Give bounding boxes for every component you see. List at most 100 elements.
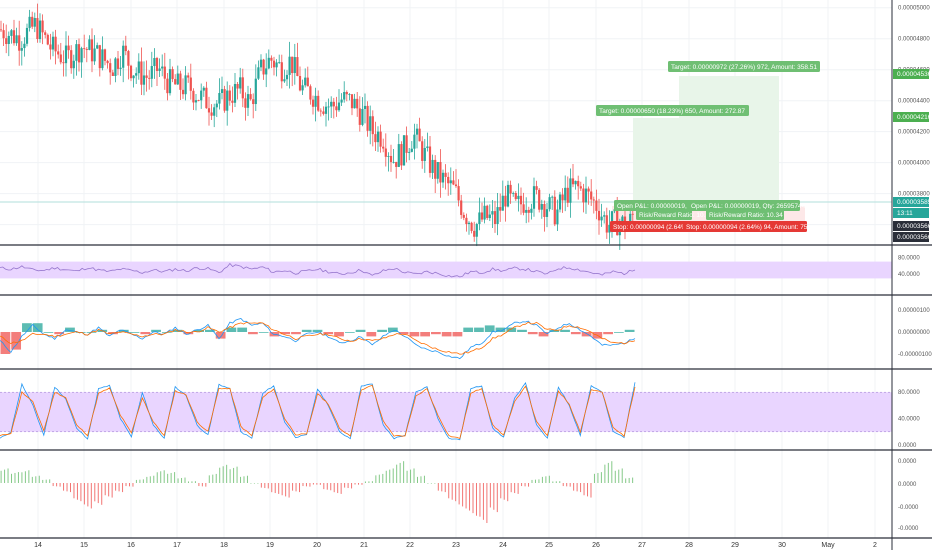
- candle-body: [31, 16, 34, 27]
- candle-body: [174, 79, 177, 85]
- candle-body: [392, 161, 395, 163]
- candle-body: [608, 224, 611, 233]
- momentum-bar: [344, 483, 346, 488]
- candle-body: [62, 62, 65, 64]
- time-tick-label: 26: [592, 542, 600, 549]
- momentum-bar: [354, 483, 356, 485]
- candle-body: [603, 215, 606, 217]
- macd-histogram-bar: [463, 327, 474, 332]
- candle-body: [356, 98, 359, 109]
- candle-body: [449, 180, 452, 184]
- momentum-bar: [21, 472, 23, 483]
- momentum-bar: [534, 479, 536, 483]
- candle-body: [337, 102, 341, 111]
- momentum-bar: [63, 483, 65, 491]
- candle-body: [38, 20, 42, 40]
- momentum-bar: [163, 470, 165, 483]
- candle-body: [283, 79, 286, 82]
- candle-body: [358, 108, 361, 125]
- macd-histogram-bar: [43, 332, 54, 333]
- momentum-bar: [156, 472, 158, 483]
- candle-body: [376, 131, 380, 143]
- candle-body: [135, 73, 138, 76]
- candle-body: [374, 134, 377, 143]
- candle-body: [538, 189, 541, 210]
- price-badge: [893, 232, 929, 242]
- momentum-bar: [347, 483, 349, 489]
- candle-body: [574, 180, 577, 185]
- macd-histogram-bar: [452, 332, 463, 337]
- candle-body: [231, 100, 234, 103]
- candle-body: [155, 58, 159, 71]
- candle-body: [400, 144, 403, 166]
- momentum-bar: [160, 471, 162, 483]
- candle-body: [75, 44, 78, 61]
- macd-histogram-bar: [420, 332, 431, 337]
- candle-body: [98, 45, 101, 69]
- momentum-bar: [177, 478, 179, 483]
- candle-body: [418, 128, 421, 142]
- momentum-bar: [462, 483, 464, 507]
- candle-body: [324, 106, 328, 114]
- candle-body: [111, 72, 114, 76]
- momentum-bar: [358, 483, 360, 485]
- candle-body: [345, 91, 348, 95]
- macd-histogram-bar: [517, 329, 527, 332]
- momentum-bar: [281, 483, 283, 496]
- target-label: Target: 0.00000972 (27.26%) 972, Amount:…: [671, 64, 817, 71]
- candle-body: [257, 67, 260, 79]
- momentum-bar: [430, 483, 432, 484]
- momentum-bar: [566, 483, 568, 487]
- momentum-bar: [115, 483, 117, 491]
- candle-body: [181, 89, 185, 95]
- momentum-bar: [573, 483, 575, 491]
- macd-histogram-bar: [603, 332, 613, 335]
- candle-body: [179, 73, 182, 90]
- price-badge: [893, 112, 929, 122]
- candle-body: [200, 90, 203, 101]
- macd-line: [0, 318, 636, 360]
- macd-histogram-bar: [291, 332, 301, 335]
- momentum-bar: [153, 475, 155, 483]
- momentum-bar: [580, 483, 582, 493]
- time-axis: 14 15 16 17 18 19 20 21 22 23 24 25 26 27 28 29 30 May 2: [34, 542, 877, 549]
- momentum-bar: [482, 483, 484, 520]
- price-badge-label: 0.00003566: [897, 223, 932, 230]
- candle-body: [85, 48, 88, 50]
- candle-body: [296, 57, 299, 77]
- candle-body: [319, 110, 322, 112]
- momentum-bar: [285, 483, 287, 497]
- candle-body: [228, 90, 231, 101]
- candle-body: [621, 216, 624, 224]
- momentum-bar: [191, 481, 193, 483]
- time-tick-label: 28: [685, 542, 693, 549]
- candle-body: [353, 98, 356, 109]
- momentum-bar: [253, 483, 255, 484]
- candle-body: [462, 214, 465, 218]
- candle-body: [2, 30, 5, 39]
- momentum-bar: [521, 483, 523, 487]
- momentum-bar: [14, 472, 16, 483]
- candle-body: [18, 35, 21, 51]
- stop-label: Stop: 0.00000094 (2.64%) 94, Amount: 75: [686, 224, 808, 231]
- candle-body: [535, 186, 538, 190]
- momentum-bar: [503, 483, 505, 500]
- macd-histogram-bar: [366, 332, 377, 337]
- candle-body: [5, 38, 8, 45]
- momentum-bar: [215, 473, 217, 483]
- momentum-bar: [514, 483, 516, 494]
- candle-body: [384, 148, 387, 157]
- stoch-tick-label: 0.0000: [898, 443, 917, 449]
- momentum-bar: [122, 483, 124, 493]
- stop-label: Stop: 0.00000094 (2.64%) 94, Amount: 75: [613, 224, 735, 231]
- candle-body: [436, 161, 439, 179]
- candle-body: [272, 60, 276, 68]
- candle-body: [457, 186, 460, 201]
- candle-body: [330, 101, 333, 107]
- momentum-bar: [406, 470, 408, 483]
- momentum-bar: [416, 476, 418, 483]
- candle-body: [262, 59, 265, 75]
- candle-body: [527, 209, 530, 213]
- time-tick-label: May: [821, 542, 835, 549]
